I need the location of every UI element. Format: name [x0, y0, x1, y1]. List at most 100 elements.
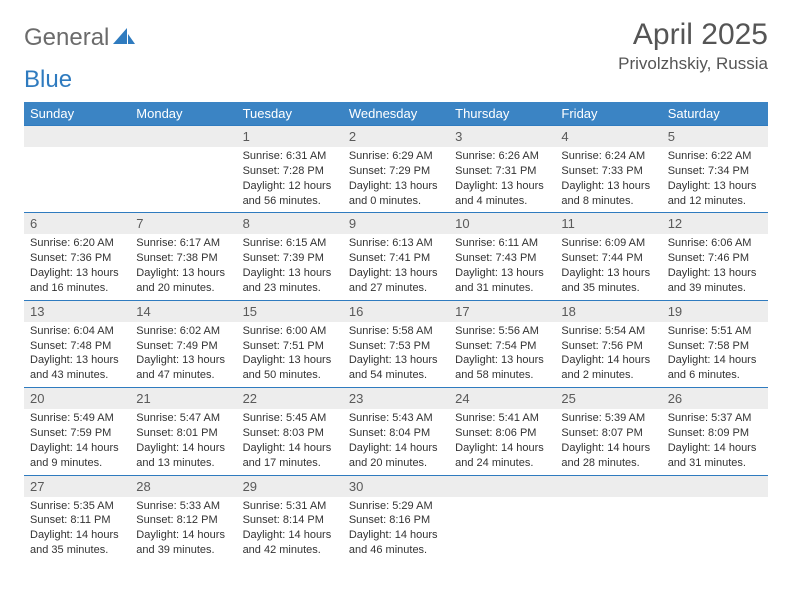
daylight-line2: and 4 minutes.: [455, 194, 549, 209]
calendar-day-cell: 26Sunrise: 5:37 AMSunset: 8:09 PMDayligh…: [662, 387, 768, 474]
daylight-line2: and 43 minutes.: [30, 368, 124, 383]
daylight-line1: Daylight: 14 hours: [243, 528, 337, 543]
daylight-line2: and 47 minutes.: [136, 368, 230, 383]
day-number-row: 13: [24, 300, 130, 322]
day-number-row: [662, 475, 768, 497]
day-number: 5: [662, 126, 768, 147]
daylight-line2: and 28 minutes.: [561, 456, 655, 471]
calendar-day-cell: 3Sunrise: 6:26 AMSunset: 7:31 PMDaylight…: [449, 125, 555, 212]
day-number-row: 20: [24, 387, 130, 409]
day-number-row: 14: [130, 300, 236, 322]
sunset-text: Sunset: 7:48 PM: [30, 339, 124, 354]
daylight-line2: and 23 minutes.: [243, 281, 337, 296]
daylight-line2: and 54 minutes.: [349, 368, 443, 383]
calendar-day-cell: 20Sunrise: 5:49 AMSunset: 7:59 PMDayligh…: [24, 387, 130, 474]
day-details: [130, 147, 236, 153]
day-header-row: SundayMondayTuesdayWednesdayThursdayFrid…: [24, 102, 768, 125]
sunrise-text: Sunrise: 5:41 AM: [455, 411, 549, 426]
daylight-line2: and 20 minutes.: [136, 281, 230, 296]
day-details: Sunrise: 5:58 AMSunset: 7:53 PMDaylight:…: [343, 322, 449, 387]
calendar-day-cell: 17Sunrise: 5:56 AMSunset: 7:54 PMDayligh…: [449, 300, 555, 387]
daylight-line2: and 13 minutes.: [136, 456, 230, 471]
day-details: Sunrise: 5:39 AMSunset: 8:07 PMDaylight:…: [555, 409, 661, 474]
day-number-row: 29: [237, 475, 343, 497]
day-number: [130, 126, 236, 147]
sunset-text: Sunset: 7:56 PM: [561, 339, 655, 354]
day-number-row: 25: [555, 387, 661, 409]
sunrise-text: Sunrise: 6:15 AM: [243, 236, 337, 251]
daylight-line2: and 39 minutes.: [668, 281, 762, 296]
daylight-line1: Daylight: 13 hours: [455, 179, 549, 194]
sunrise-text: Sunrise: 6:31 AM: [243, 149, 337, 164]
sunset-text: Sunset: 7:44 PM: [561, 251, 655, 266]
day-details: Sunrise: 6:15 AMSunset: 7:39 PMDaylight:…: [237, 234, 343, 299]
day-details: Sunrise: 6:13 AMSunset: 7:41 PMDaylight:…: [343, 234, 449, 299]
daylight-line1: Daylight: 14 hours: [30, 528, 124, 543]
day-header: Wednesday: [343, 102, 449, 125]
sunrise-text: Sunrise: 6:09 AM: [561, 236, 655, 251]
calendar-day-cell: 1Sunrise: 6:31 AMSunset: 7:28 PMDaylight…: [237, 125, 343, 212]
day-number-row: 27: [24, 475, 130, 497]
daylight-line1: Daylight: 13 hours: [455, 266, 549, 281]
calendar-day-cell: 29Sunrise: 5:31 AMSunset: 8:14 PMDayligh…: [237, 475, 343, 562]
day-number-row: 21: [130, 387, 236, 409]
day-details: Sunrise: 6:00 AMSunset: 7:51 PMDaylight:…: [237, 322, 343, 387]
daylight-line1: Daylight: 13 hours: [349, 179, 443, 194]
sunset-text: Sunset: 7:43 PM: [455, 251, 549, 266]
day-details: [555, 497, 661, 503]
day-number-row: 3: [449, 125, 555, 147]
day-number-row: 30: [343, 475, 449, 497]
day-header: Thursday: [449, 102, 555, 125]
day-number: 30: [343, 476, 449, 497]
daylight-line1: Daylight: 13 hours: [243, 266, 337, 281]
sunset-text: Sunset: 7:59 PM: [30, 426, 124, 441]
calendar-day-cell: 7Sunrise: 6:17 AMSunset: 7:38 PMDaylight…: [130, 212, 236, 299]
sunset-text: Sunset: 8:12 PM: [136, 513, 230, 528]
daylight-line2: and 27 minutes.: [349, 281, 443, 296]
day-number: 17: [449, 301, 555, 322]
day-number: 12: [662, 213, 768, 234]
calendar-day-cell: 21Sunrise: 5:47 AMSunset: 8:01 PMDayligh…: [130, 387, 236, 474]
sunset-text: Sunset: 7:29 PM: [349, 164, 443, 179]
day-number-row: 19: [662, 300, 768, 322]
day-details: Sunrise: 6:02 AMSunset: 7:49 PMDaylight:…: [130, 322, 236, 387]
calendar-day-cell: 27Sunrise: 5:35 AMSunset: 8:11 PMDayligh…: [24, 475, 130, 562]
day-number: 29: [237, 476, 343, 497]
calendar-week-row: 1Sunrise: 6:31 AMSunset: 7:28 PMDaylight…: [24, 125, 768, 212]
daylight-line1: Daylight: 14 hours: [349, 528, 443, 543]
sunrise-text: Sunrise: 6:11 AM: [455, 236, 549, 251]
day-number-row: 16: [343, 300, 449, 322]
day-details: Sunrise: 5:51 AMSunset: 7:58 PMDaylight:…: [662, 322, 768, 387]
day-number-row: 8: [237, 212, 343, 234]
day-details: Sunrise: 5:29 AMSunset: 8:16 PMDaylight:…: [343, 497, 449, 562]
sunset-text: Sunset: 7:46 PM: [668, 251, 762, 266]
calendar-day-cell: 22Sunrise: 5:45 AMSunset: 8:03 PMDayligh…: [237, 387, 343, 474]
sunset-text: Sunset: 8:06 PM: [455, 426, 549, 441]
calendar-day-cell: 5Sunrise: 6:22 AMSunset: 7:34 PMDaylight…: [662, 125, 768, 212]
calendar-day-cell: 30Sunrise: 5:29 AMSunset: 8:16 PMDayligh…: [343, 475, 449, 562]
calendar-day-cell: 13Sunrise: 6:04 AMSunset: 7:48 PMDayligh…: [24, 300, 130, 387]
daylight-line1: Daylight: 14 hours: [349, 441, 443, 456]
day-details: Sunrise: 5:31 AMSunset: 8:14 PMDaylight:…: [237, 497, 343, 562]
daylight-line1: Daylight: 13 hours: [349, 353, 443, 368]
daylight-line1: Daylight: 13 hours: [243, 353, 337, 368]
daylight-line2: and 16 minutes.: [30, 281, 124, 296]
sunset-text: Sunset: 7:51 PM: [243, 339, 337, 354]
daylight-line2: and 35 minutes.: [30, 543, 124, 558]
brand-sail-icon: [113, 26, 135, 51]
calendar-empty-cell: [130, 125, 236, 212]
day-number-row: 4: [555, 125, 661, 147]
daylight-line2: and 6 minutes.: [668, 368, 762, 383]
sunrise-text: Sunrise: 6:22 AM: [668, 149, 762, 164]
day-details: Sunrise: 6:29 AMSunset: 7:29 PMDaylight:…: [343, 147, 449, 212]
day-number: 22: [237, 388, 343, 409]
day-number: 9: [343, 213, 449, 234]
daylight-line2: and 20 minutes.: [349, 456, 443, 471]
day-details: Sunrise: 6:31 AMSunset: 7:28 PMDaylight:…: [237, 147, 343, 212]
day-number-row: 1: [237, 125, 343, 147]
sunset-text: Sunset: 8:07 PM: [561, 426, 655, 441]
day-number-row: 11: [555, 212, 661, 234]
day-number-row: 24: [449, 387, 555, 409]
daylight-line1: Daylight: 14 hours: [243, 441, 337, 456]
day-details: Sunrise: 6:06 AMSunset: 7:46 PMDaylight:…: [662, 234, 768, 299]
